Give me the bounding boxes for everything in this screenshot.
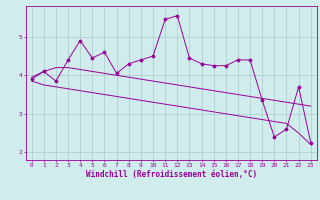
X-axis label: Windchill (Refroidissement éolien,°C): Windchill (Refroidissement éolien,°C) [86, 170, 257, 179]
